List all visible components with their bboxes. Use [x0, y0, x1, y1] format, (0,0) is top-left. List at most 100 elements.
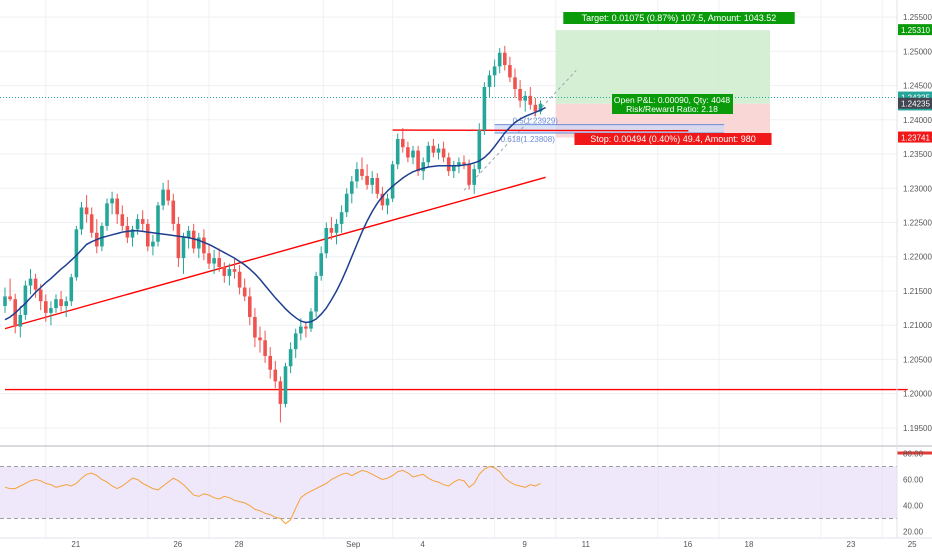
candle	[309, 308, 313, 333]
candle-body	[49, 308, 53, 313]
candle-body	[385, 198, 390, 206]
candle	[59, 290, 63, 312]
ratio-text: Risk/Reward Ratio: 2.18	[626, 104, 718, 114]
candle	[370, 171, 374, 194]
candle-body	[395, 138, 400, 165]
candle-body	[181, 237, 186, 259]
candle-body	[130, 229, 135, 238]
candle-body	[217, 258, 221, 267]
candle-body	[457, 162, 461, 167]
candle	[74, 225, 79, 281]
candle-body	[8, 296, 12, 300]
candle	[385, 193, 390, 215]
candle-body	[436, 148, 441, 153]
candle	[395, 133, 400, 170]
time-tick-label: 25	[908, 540, 917, 549]
candle-body	[487, 75, 492, 87]
candle	[411, 145, 415, 165]
candle	[253, 308, 257, 348]
fib-retracement: 0.5(1.23929) 0.618(1.23808)	[463, 70, 725, 191]
candle-body	[64, 301, 68, 307]
grid-lines	[0, 0, 897, 538]
candle	[365, 164, 369, 190]
candle-body	[380, 193, 385, 206]
candle-body	[314, 275, 318, 312]
candle	[487, 70, 492, 98]
candle	[140, 210, 145, 231]
candle-body	[411, 150, 415, 158]
candle	[538, 100, 543, 115]
position-tool[interactable]: Target: 0.01075 (0.87%) 107.5, Amount: 1…	[563, 12, 795, 145]
candle	[217, 248, 221, 272]
time-tick-label: 11	[582, 540, 591, 549]
time-tick-label: 28	[235, 540, 244, 549]
time-tick-label: 21	[71, 540, 80, 549]
price-label: 1.23741	[898, 131, 932, 143]
time-tick-label: 9	[522, 540, 527, 549]
candle	[360, 157, 364, 181]
candle-body	[268, 356, 272, 370]
candle-body	[171, 200, 176, 224]
candle-body	[74, 229, 79, 278]
time-tick-label: 18	[745, 540, 754, 549]
candle	[125, 217, 130, 244]
price-tick-label: 1.22500	[903, 219, 932, 228]
candle-body	[89, 214, 94, 233]
stop-label-text: Stop: 0.00494 (0.40%) 49.4, Amount: 980	[590, 134, 756, 144]
candle-body	[299, 326, 303, 334]
candle	[197, 232, 201, 259]
trend-lines	[4, 129, 908, 391]
candle	[18, 306, 23, 338]
candle	[355, 162, 359, 189]
candle	[227, 263, 232, 286]
candle	[258, 326, 262, 353]
candle	[375, 173, 380, 199]
candle	[319, 246, 323, 281]
candle-body	[23, 285, 28, 315]
candle	[23, 280, 28, 320]
price-label-text: 1.23741	[901, 134, 930, 143]
candlestick-series	[3, 45, 543, 423]
candle	[263, 330, 267, 363]
candle	[156, 201, 160, 247]
candle-body	[482, 86, 487, 131]
candle-body	[319, 253, 323, 276]
candle-body	[3, 296, 7, 307]
candle	[49, 301, 53, 326]
candle-body	[324, 227, 329, 254]
candle-body	[33, 278, 38, 290]
candle	[380, 186, 385, 211]
candle	[497, 47, 502, 74]
candle	[166, 180, 170, 206]
candle	[273, 360, 278, 389]
candle	[513, 68, 517, 98]
pnl-label-bg	[612, 94, 733, 114]
candle-body	[232, 269, 237, 272]
time-tick-label: 16	[683, 540, 692, 549]
candle	[492, 59, 497, 87]
candle-body	[293, 333, 298, 350]
candle-body	[401, 138, 405, 148]
candle	[64, 296, 68, 317]
candle-body	[242, 287, 247, 297]
candle	[299, 318, 303, 341]
candle-body	[18, 314, 23, 327]
candle	[171, 193, 176, 231]
candle	[462, 155, 466, 170]
candle	[84, 195, 89, 223]
candle-body	[161, 189, 165, 206]
candle-body	[538, 103, 543, 112]
candle-body	[365, 175, 369, 185]
candle-body	[38, 289, 43, 302]
price-tick-label: 1.20000	[903, 390, 932, 399]
price-tick-label: 1.25000	[903, 47, 932, 56]
candle-body	[477, 130, 482, 170]
price-label-bg	[898, 97, 932, 109]
candle-body	[110, 198, 114, 204]
candle-body	[309, 311, 313, 329]
candle-body	[416, 150, 420, 172]
candle-body	[492, 66, 497, 76]
candle-body	[79, 207, 84, 230]
candle-body	[253, 316, 257, 338]
